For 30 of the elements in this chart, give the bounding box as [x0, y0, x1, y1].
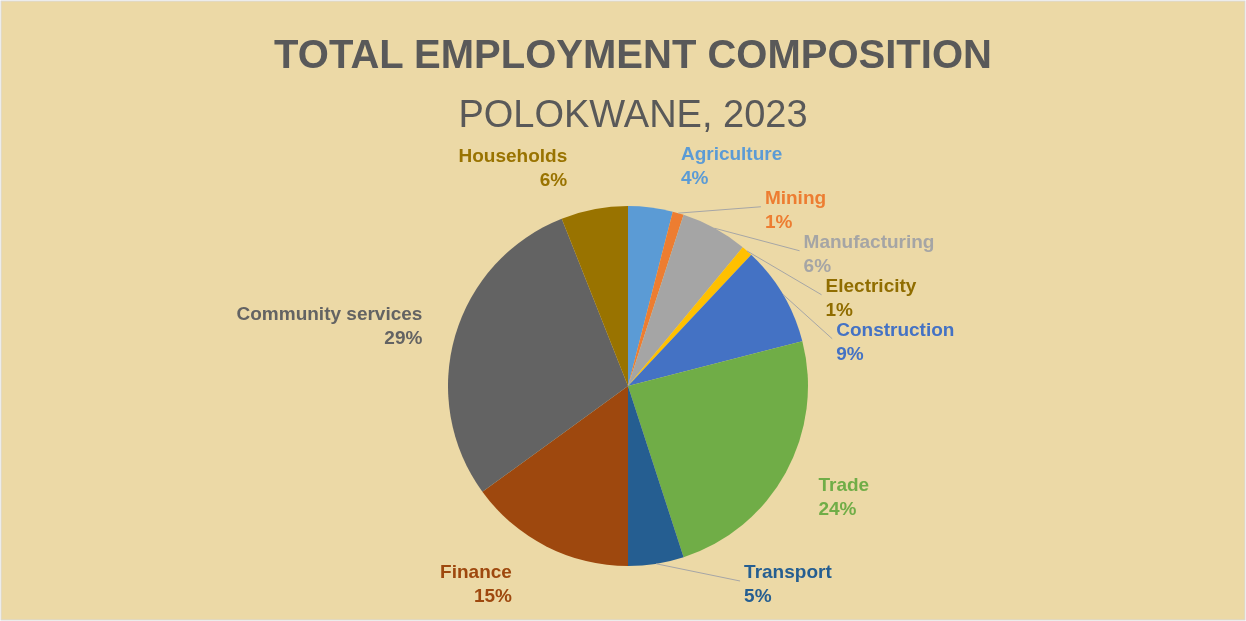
pie-slice [628, 341, 808, 558]
data-label: 5% [744, 585, 772, 606]
data-label: 24% [818, 498, 857, 520]
slice-label: Electricity [825, 274, 917, 296]
pie-slice [482, 386, 628, 566]
data-label: 4% [680, 166, 709, 188]
pie-slice [448, 218, 628, 492]
pie-slice [561, 206, 628, 386]
data-label: 29% [384, 327, 423, 349]
data-label: 6% [803, 254, 832, 276]
chart-title: TOTAL EMPLOYMENT COMPOSITION [274, 32, 992, 76]
slice-label: Transport [744, 561, 833, 582]
pie-slice [628, 386, 684, 566]
data-label: 6% [539, 168, 568, 190]
slice-label: Finance [440, 561, 512, 582]
pie-slice [628, 214, 743, 386]
slice-label: Agriculture [680, 142, 783, 164]
data-label: 15% [473, 585, 513, 606]
pie-slice [628, 206, 673, 386]
slice-label: Construction [836, 318, 955, 340]
pie-slice [628, 254, 803, 386]
data-label: 9% [836, 342, 864, 364]
data-label: 1% [764, 210, 793, 232]
data-label: 1% [825, 298, 854, 320]
slice-label: Trade [818, 474, 870, 496]
slice-label: Households [458, 144, 568, 166]
slice-label: Community services [236, 303, 423, 325]
slice-label: Mining [764, 186, 827, 208]
slice-label: Manufacturing [803, 230, 935, 252]
chart-subtitle: POLOKWANE, 2023 [458, 93, 808, 135]
